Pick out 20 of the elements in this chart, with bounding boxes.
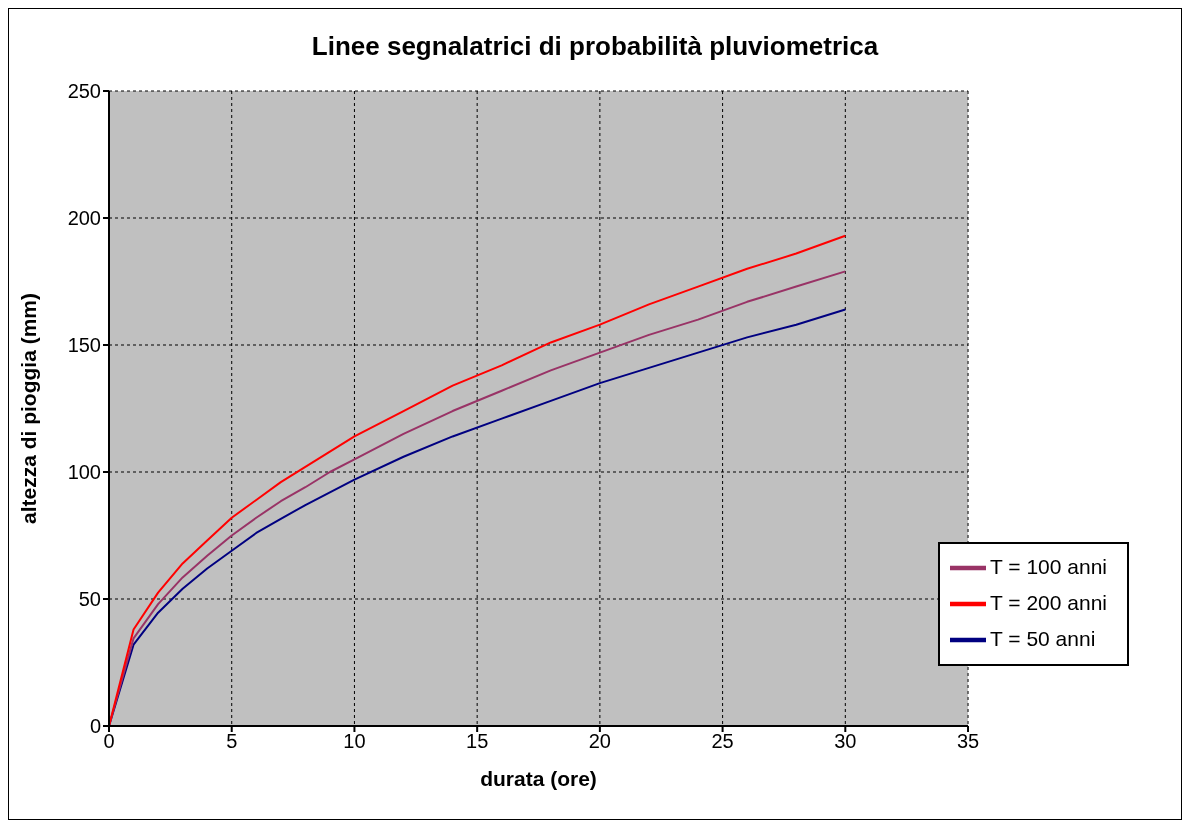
y-tick-label: 0 bbox=[89, 715, 101, 738]
legend-label: T = 200 anni bbox=[990, 590, 1107, 614]
x-tick-label: 35 bbox=[956, 730, 980, 753]
x-tick-label: 30 bbox=[834, 730, 857, 753]
x-tick-label: 15 bbox=[466, 730, 489, 753]
chart-title: Linee segnalatrici di probabilità pluviometrica bbox=[310, 31, 880, 63]
y-tick-label: 50 bbox=[78, 588, 101, 611]
legend-label: T = 50 anni bbox=[990, 626, 1096, 650]
y-tick-label: 200 bbox=[67, 207, 101, 230]
x-tick-label: 5 bbox=[226, 730, 238, 753]
legend-label: T = 100 anni bbox=[990, 554, 1107, 578]
x-tick-label: 20 bbox=[588, 730, 611, 753]
x-tick-label: 10 bbox=[343, 730, 366, 753]
y-tick-label: 100 bbox=[67, 461, 101, 484]
y-tick-label: 250 bbox=[67, 80, 101, 103]
x-tick-label: 0 bbox=[103, 730, 115, 753]
x-tick-label: 25 bbox=[711, 730, 734, 753]
y-tick-label: 150 bbox=[67, 334, 101, 357]
x-axis-title: durata (ore) bbox=[480, 767, 597, 790]
y-axis-title: altezza di pioggia (mm) bbox=[17, 292, 41, 525]
